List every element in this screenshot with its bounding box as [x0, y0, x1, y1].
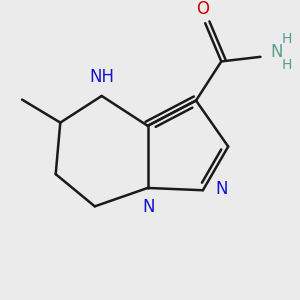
Text: N: N [216, 180, 228, 198]
Text: N: N [142, 198, 155, 216]
Text: H: H [282, 58, 292, 72]
Text: N: N [271, 43, 283, 61]
Text: O: O [196, 0, 209, 18]
Text: NH: NH [89, 68, 114, 86]
Text: H: H [282, 32, 292, 46]
